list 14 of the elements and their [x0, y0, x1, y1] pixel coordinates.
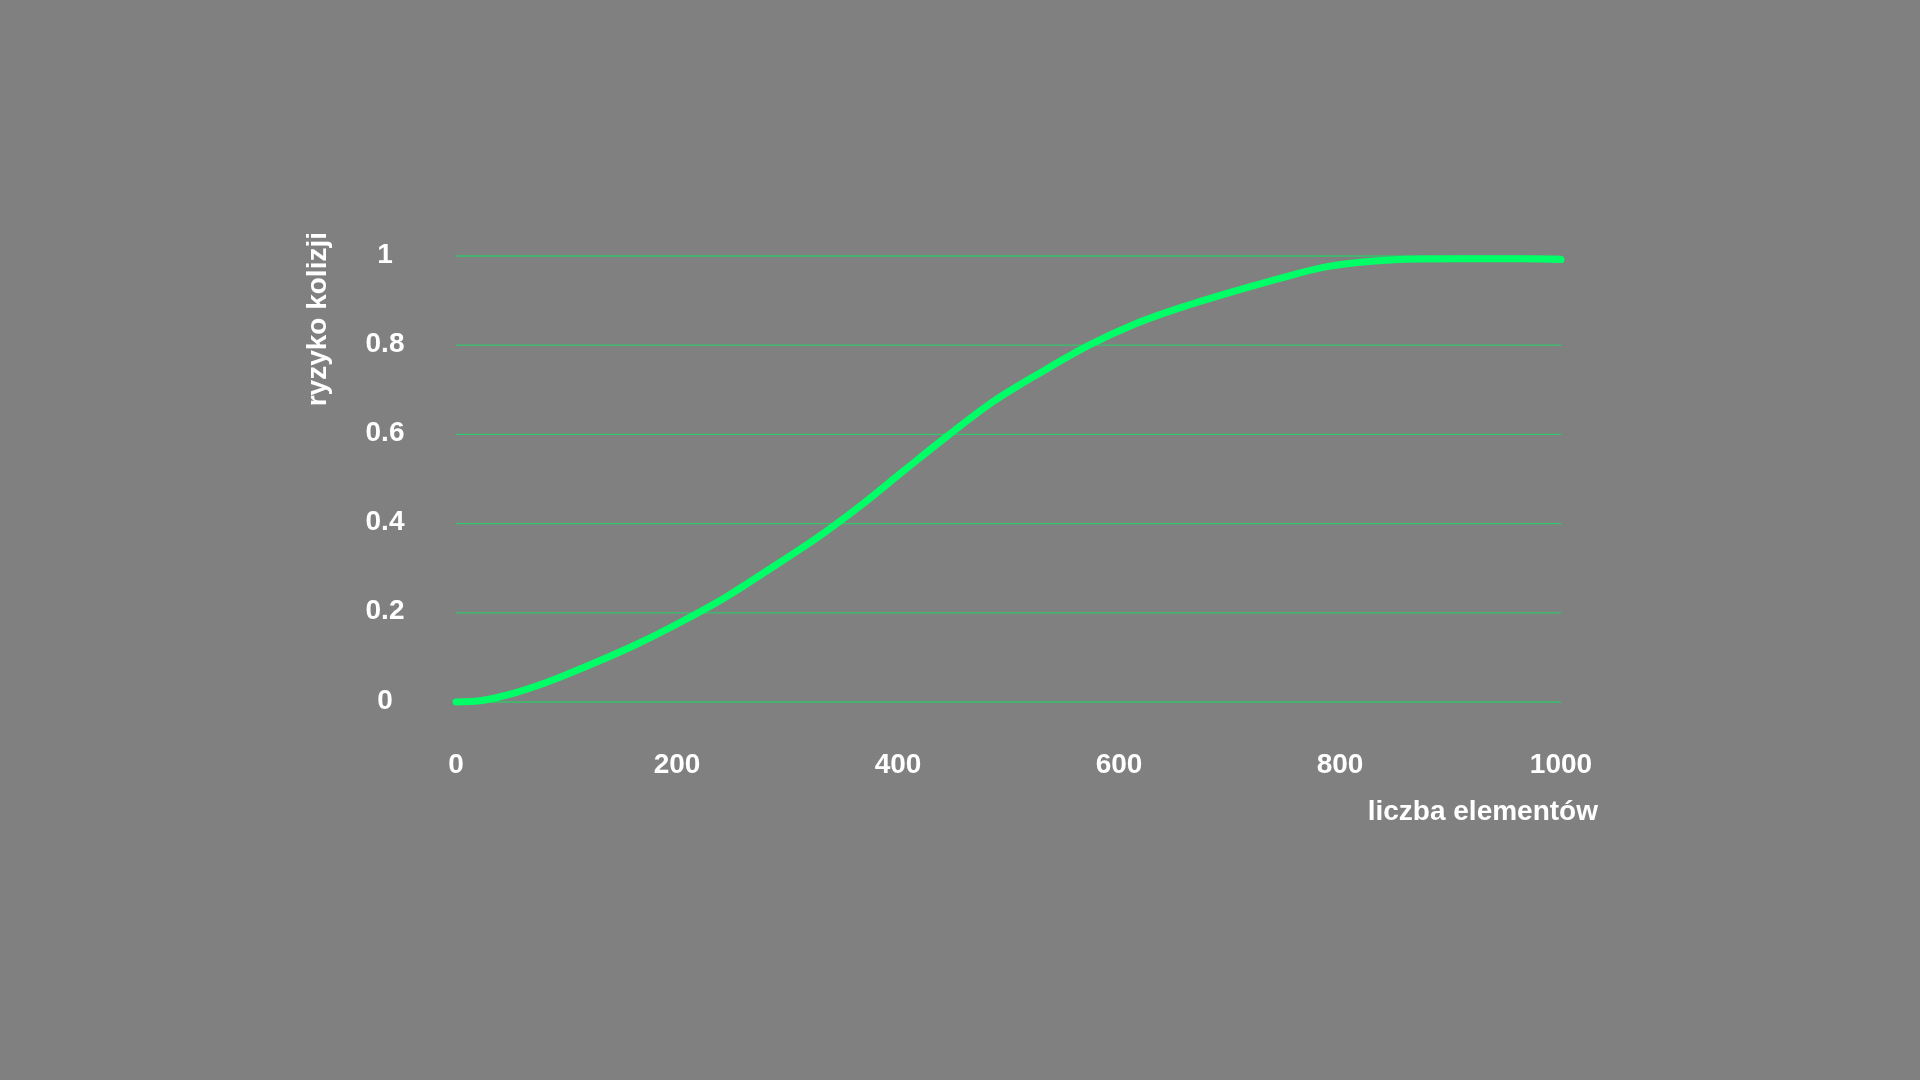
- y-axis-title: ryzyko kolizji: [301, 232, 332, 407]
- x-tick-label: 200: [653, 748, 701, 779]
- x-tick-label: 1000: [1529, 748, 1593, 779]
- y-tick-label: 1: [377, 237, 393, 269]
- x-tick-label: 0: [448, 748, 464, 779]
- x-tick-label: 800: [1316, 748, 1364, 779]
- y-tick-label: 0: [377, 683, 393, 715]
- x-axis-title: liczba elementów: [1367, 795, 1599, 826]
- y-tick-label: 0.8: [365, 326, 405, 358]
- x-tick-label: 400: [874, 748, 922, 779]
- x-tick-label: 600: [1095, 748, 1143, 779]
- y-tick-label: 0.4: [365, 505, 405, 537]
- y-tick-label: 0.6: [365, 415, 405, 447]
- y-tick-label: 0.2: [365, 594, 405, 626]
